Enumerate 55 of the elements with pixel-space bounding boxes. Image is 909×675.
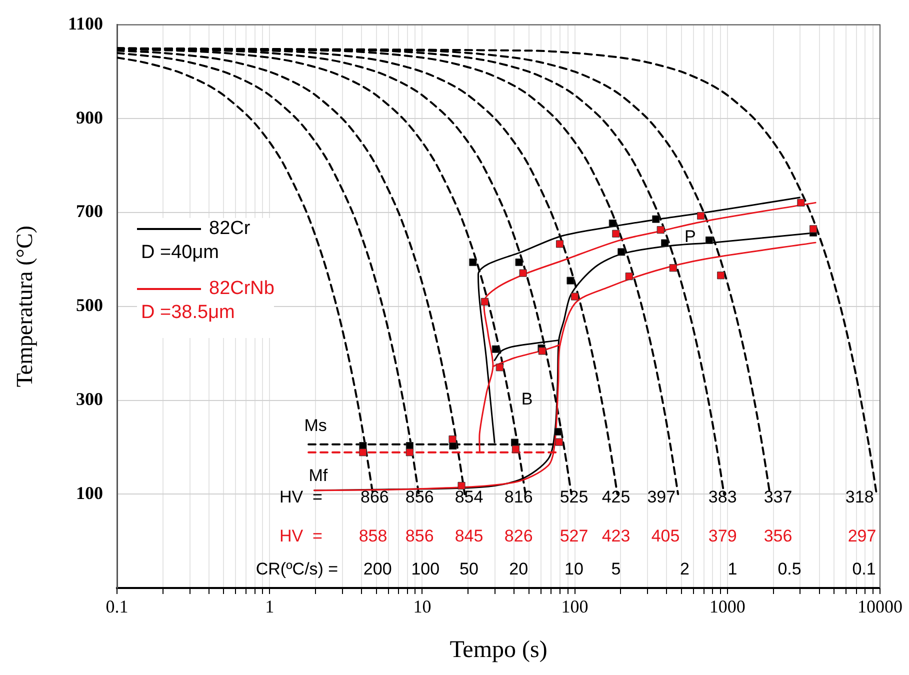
annotation: HV = — [280, 526, 323, 546]
annotation: 858 — [358, 526, 388, 546]
annotation: 297 — [848, 526, 876, 546]
x-axis-title: Tempo (s) — [450, 636, 548, 663]
annotation: HV = — [280, 488, 323, 507]
annotation: 383 — [708, 488, 737, 507]
annotation: 856 — [405, 526, 434, 546]
x-tick-label: 10 — [413, 596, 432, 617]
annotation: 405 — [651, 526, 680, 546]
annotation: 2 — [680, 560, 690, 579]
annotation: 100 — [411, 560, 440, 579]
y-tick-label: 100 — [76, 482, 103, 503]
annotation: D =40μm — [141, 242, 220, 264]
annotation: 10 — [564, 560, 584, 579]
annotation: 423 — [602, 526, 630, 546]
annotation: 425 — [602, 488, 630, 507]
annotation: 379 — [708, 526, 737, 546]
annotation: 0.1 — [852, 560, 876, 579]
legend-label: 82CrNb — [209, 278, 274, 300]
annotation: 397 — [647, 488, 676, 507]
y-tick-label: 700 — [76, 201, 103, 222]
annotation: 50 — [460, 560, 478, 579]
annotation: 337 — [764, 488, 792, 507]
x-tick-label: 0.1 — [106, 596, 128, 617]
annotation: Ms — [304, 416, 327, 436]
y-tick-label: 1100 — [68, 13, 103, 34]
x-tick-label: 10000 — [858, 596, 902, 617]
annotation: 318 — [845, 488, 874, 507]
annotation: 816 — [504, 488, 533, 507]
annotation: 20 — [509, 560, 528, 579]
x-tick-label: 100 — [561, 596, 588, 617]
y-tick-label: 300 — [76, 388, 103, 409]
annotation: 527 — [560, 526, 588, 546]
annotation: 866 — [360, 488, 389, 507]
annotation: D =38.5μm — [141, 302, 236, 324]
legend-label: 82Cr — [209, 218, 250, 240]
x-tick-label: 1 — [265, 596, 274, 617]
annotation: 0.5 — [778, 560, 802, 579]
annotation: 356 — [764, 526, 792, 546]
annotation: 200 — [363, 560, 392, 579]
y-axis-title: Temperatura (°C) — [12, 226, 37, 388]
annotation: 826 — [504, 526, 533, 546]
annotation: P — [684, 226, 696, 246]
y-tick-label: 900 — [76, 107, 103, 128]
annotation: 854 — [454, 488, 484, 507]
annotation: 5 — [611, 560, 621, 579]
annotation: B — [521, 390, 533, 409]
x-tick-label: 1000 — [709, 596, 746, 617]
y-tick-label: 500 — [76, 295, 103, 316]
annotation: 1 — [728, 560, 738, 579]
annotation: Mf — [308, 466, 328, 486]
annotation: 525 — [560, 488, 588, 507]
annotation: 845 — [454, 526, 484, 546]
annotation: CR(ºC/s) = — [256, 560, 338, 579]
annotation: 856 — [405, 488, 434, 507]
